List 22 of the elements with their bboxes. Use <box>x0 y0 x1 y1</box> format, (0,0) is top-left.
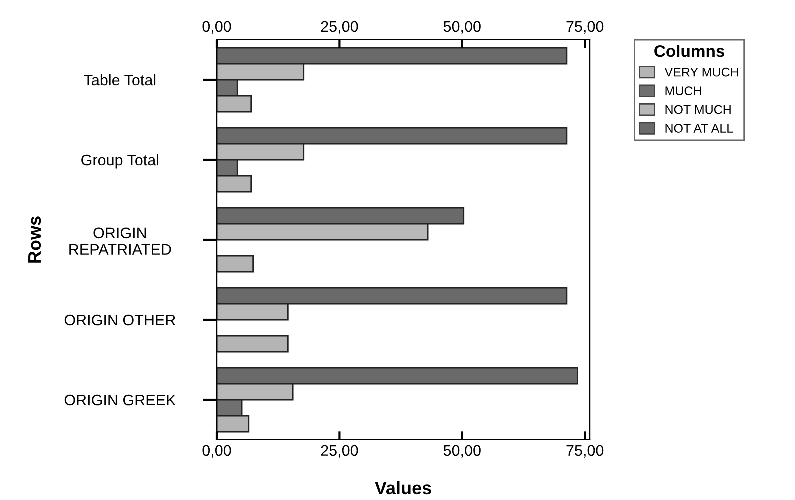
x-tick-label: 25,00 <box>321 445 358 458</box>
x2-tick-label: 75,00 <box>566 21 604 34</box>
y-tick-label: ORIGIN REPATRIATED <box>70 228 172 255</box>
legend-title: Columns <box>654 45 725 58</box>
bar <box>217 335 289 353</box>
legend-label: MUCH <box>666 86 702 96</box>
x-tick-label: 0,00 <box>202 445 232 458</box>
y-tick-label: ORIGIN OTHER <box>64 314 176 326</box>
x2-tick-label: 25,00 <box>321 21 358 34</box>
legend-label: NOT AT ALL <box>666 124 734 133</box>
legend-label: VERY MUCH <box>664 68 738 77</box>
x-axis-title: Values <box>375 481 432 495</box>
y-axis-title: Rows <box>28 216 42 263</box>
y-tick-label: Table Total <box>84 74 156 86</box>
x2-tick-label: 0,00 <box>202 21 232 34</box>
bar <box>217 255 254 273</box>
legend-label: NOT MUCH <box>666 105 731 114</box>
x-tick-label: 75,00 <box>566 445 604 458</box>
x2-tick-label: 50,00 <box>444 21 481 34</box>
x-tick-label: 50,00 <box>444 445 481 458</box>
y-tick-label: Group Total <box>82 154 159 169</box>
y-tick-label: ORIGIN GREEK <box>64 394 176 406</box>
